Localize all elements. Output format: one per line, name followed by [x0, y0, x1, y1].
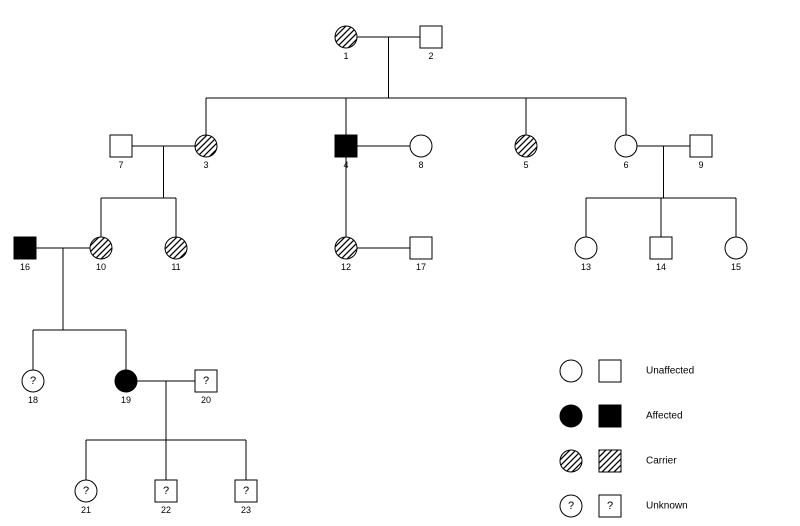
node-label-18: 18 — [28, 395, 38, 405]
node-label-5: 5 — [523, 160, 528, 170]
node-22: ? 22 — [155, 480, 177, 515]
svg-text:?: ? — [568, 500, 574, 512]
node-2: 2 — [420, 26, 442, 61]
node-label-11: 11 — [171, 262, 180, 272]
node-label-20: 20 — [201, 395, 211, 405]
node-19: 19 — [115, 370, 137, 405]
node-14: 14 — [650, 237, 672, 272]
svg-text:?: ? — [83, 485, 89, 497]
node-23: ? 23 — [235, 480, 257, 515]
node-label-10: 10 — [96, 262, 106, 272]
node-label-4: 4 — [343, 160, 348, 170]
node-17: 17 — [410, 237, 432, 272]
node-11: 11 — [165, 237, 187, 272]
legend-affected: Affected — [560, 405, 683, 427]
node-label-13: 13 — [581, 262, 591, 272]
svg-text:?: ? — [203, 375, 209, 387]
node-1: 1 — [335, 26, 357, 61]
svg-text:?: ? — [163, 485, 169, 497]
legend-unaffected: Unaffected — [560, 360, 694, 382]
node-18: ? 18 — [22, 370, 44, 405]
node-label-16: 16 — [20, 262, 30, 272]
node-8: 8 — [410, 135, 432, 170]
node-label-1: 1 — [343, 51, 348, 61]
node-label-2: 2 — [428, 51, 433, 61]
node-label-17: 17 — [416, 262, 426, 272]
node-6: 6 — [615, 135, 637, 170]
node-label-9: 9 — [698, 160, 703, 170]
node-20: ? 20 — [195, 370, 217, 405]
node-label-14: 14 — [656, 262, 666, 272]
legend-label-carrier: Carrier — [646, 456, 677, 467]
legend-label-unaffected: Unaffected — [646, 366, 694, 377]
svg-text:?: ? — [243, 485, 249, 497]
node-label-8: 8 — [418, 160, 423, 170]
node-4: 4 — [335, 135, 357, 170]
node-label-6: 6 — [623, 160, 628, 170]
pedigree-diagram: 1273485691610111217131415?1819?20?21?22?… — [0, 0, 800, 526]
node-15: 15 — [725, 237, 747, 272]
node-label-7: 7 — [118, 160, 123, 170]
svg-text:?: ? — [607, 500, 613, 512]
node-13: 13 — [575, 237, 597, 272]
node-label-23: 23 — [241, 505, 251, 515]
legend-carrier: Carrier — [560, 450, 677, 472]
node-label-3: 3 — [203, 160, 208, 170]
node-9: 9 — [690, 135, 712, 170]
node-10: 10 — [90, 237, 112, 272]
node-label-21: 21 — [81, 505, 91, 515]
node-16: 16 — [14, 237, 36, 272]
node-label-22: 22 — [161, 505, 171, 515]
svg-text:?: ? — [30, 375, 36, 387]
node-7: 7 — [110, 135, 132, 170]
node-5: 5 — [515, 135, 537, 170]
legend-label-affected: Affected — [646, 411, 683, 422]
legend-label-unknown: Unknown — [646, 501, 688, 512]
node-label-15: 15 — [731, 262, 741, 272]
node-label-19: 19 — [121, 395, 131, 405]
legend-unknown: ?? Unknown — [560, 495, 688, 517]
node-12: 12 — [335, 237, 357, 272]
node-3: 3 — [195, 135, 217, 170]
node-21: ? 21 — [75, 480, 97, 515]
node-label-12: 12 — [341, 262, 351, 272]
